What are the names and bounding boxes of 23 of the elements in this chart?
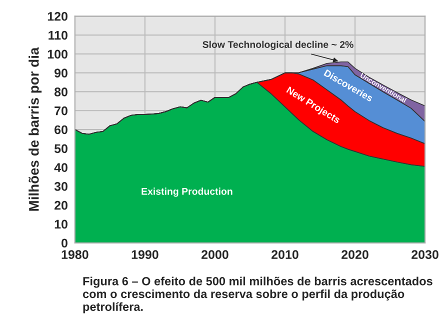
y-axis-title: Milhões de barris por dia bbox=[28, 47, 42, 211]
x-tick-label: 1980 bbox=[62, 250, 88, 260]
x-tick-label: 2010 bbox=[272, 250, 298, 260]
y-tick-label: 20 bbox=[54, 200, 68, 210]
x-tick-label: 1990 bbox=[132, 250, 158, 260]
y-tick-label: 110 bbox=[48, 30, 68, 40]
y-tick-label: 120 bbox=[48, 12, 68, 21]
y-tick-label: 10 bbox=[54, 220, 68, 229]
y-tick-label: 40 bbox=[54, 163, 68, 172]
y-tick-label: 100 bbox=[48, 50, 68, 59]
x-tick-label: 2020 bbox=[342, 250, 368, 260]
x-tick-label: 2000 bbox=[202, 250, 228, 260]
y-tick-label: 60 bbox=[54, 125, 68, 134]
x-tick-label: 2030 bbox=[412, 250, 438, 260]
y-tick-label: 0 bbox=[62, 238, 68, 248]
y-tick-label: 50 bbox=[54, 144, 68, 154]
annotation: Slow Technological decline ~ 2% bbox=[202, 40, 354, 50]
text: Figura 6 – O efeito de 500 mil milhões de barris acrescentados com o crescimento da reserva sobre o perfil da produção petrolífera. bbox=[82, 276, 432, 314]
y-tick-label: 30 bbox=[54, 182, 68, 191]
y-tick-label: 90 bbox=[54, 68, 68, 78]
y-tick-label: 80 bbox=[54, 88, 68, 96]
y-tick-label: 70 bbox=[54, 106, 68, 116]
series-label: Existing Production bbox=[142, 188, 232, 197]
